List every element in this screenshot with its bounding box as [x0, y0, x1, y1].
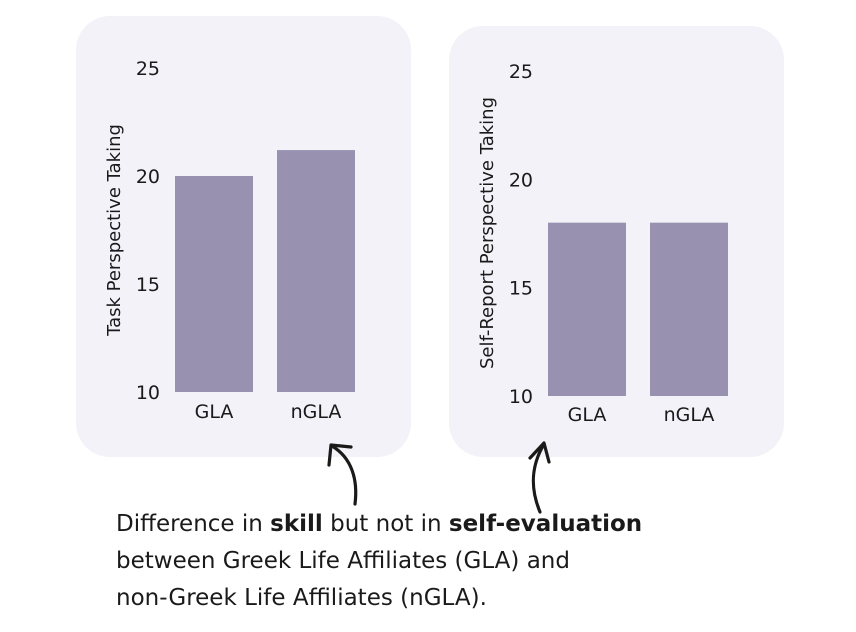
y-tick-label: 20: [509, 169, 533, 191]
caption-text-1: Difference in: [116, 511, 271, 537]
bar-ngla: [277, 150, 355, 392]
bar-gla: [548, 222, 626, 396]
y-axis-label: Self-Report Perspective Taking: [477, 97, 498, 369]
arrow-to-task-chart: [327, 443, 358, 506]
y-tick-label: 10: [136, 382, 160, 404]
y-tick-label: 25: [509, 61, 533, 83]
arrow-to-self-report-chart: [528, 441, 551, 514]
y-tick-label: 20: [136, 166, 160, 188]
caption-line-2: between Greek Life Affiliates (GLA) and: [116, 548, 570, 574]
caption-bold-self-evaluation: self-evaluation: [448, 511, 643, 537]
x-tick-label: nGLA: [664, 404, 715, 426]
bar-ngla: [650, 222, 728, 396]
y-tick-label: 25: [136, 58, 160, 80]
bar-gla: [175, 176, 253, 392]
caption-bold-skill: skill: [270, 511, 323, 537]
x-tick-label: GLA: [568, 404, 607, 426]
x-tick-label: GLA: [195, 401, 234, 423]
self-report-perspective-chart: 10 15 20 25 Self-Report Perspective Taking GL…: [477, 61, 728, 426]
figure-caption: Difference in skill but not in self-eval…: [116, 506, 816, 617]
caption-text-2: but not in: [322, 511, 449, 537]
y-tick-label: 15: [509, 278, 533, 300]
y-axis-label: Task Perspective Taking: [104, 124, 125, 337]
y-tick-label: 10: [509, 386, 533, 408]
task-perspective-chart: 10 15 20 25 Task Perspective Taking GLA nGLA: [104, 58, 355, 423]
x-tick-label: nGLA: [291, 401, 342, 423]
y-tick-label: 15: [136, 274, 160, 296]
caption-line-3: non-Greek Life Affiliates (nGLA).: [116, 585, 487, 611]
